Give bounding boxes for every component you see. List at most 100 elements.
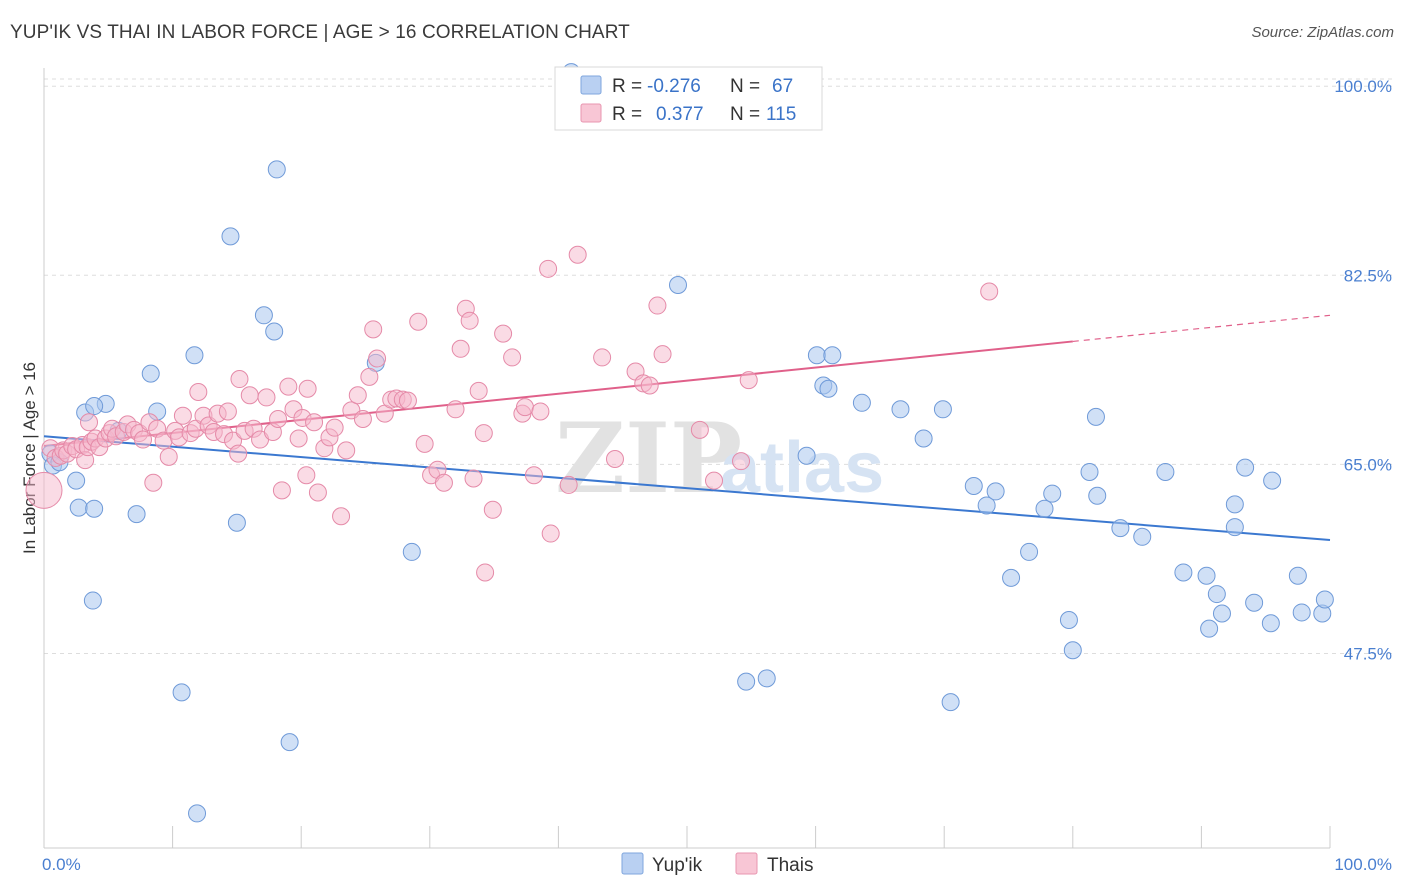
yupik-point-48 bbox=[1088, 486, 1107, 505]
yupik-point-35 bbox=[914, 429, 933, 448]
thais-point-91 bbox=[524, 466, 543, 485]
yupik-point-36 bbox=[933, 400, 952, 419]
watermark-zip: ZIP bbox=[555, 402, 742, 515]
thais-point-109 bbox=[464, 469, 483, 488]
legend-r-value-1: -0.276 bbox=[647, 76, 701, 97]
thais-point-66 bbox=[360, 367, 379, 386]
data-points bbox=[25, 63, 1334, 823]
thais-point-49 bbox=[269, 410, 288, 429]
thais-point-65 bbox=[353, 410, 372, 429]
yupik-point-6 bbox=[185, 346, 204, 365]
thais-point-57 bbox=[308, 483, 327, 502]
legend-r-label-2: R = bbox=[612, 104, 642, 125]
legend-r-value-2: 0.377 bbox=[656, 104, 704, 125]
thais-point-34 bbox=[189, 383, 208, 402]
thais-point-0 bbox=[25, 471, 63, 509]
yupik-point-29 bbox=[737, 672, 756, 691]
yupik-point-66 bbox=[1315, 590, 1334, 609]
thais-point-94 bbox=[541, 524, 560, 543]
thais-point-51 bbox=[279, 377, 298, 396]
yupik-point-63 bbox=[1288, 566, 1307, 585]
thais-point-82 bbox=[460, 311, 479, 330]
thais-point-44 bbox=[240, 386, 259, 405]
chart-title: YUP'IK VS THAI IN LABOR FORCE | AGE > 16… bbox=[10, 22, 630, 43]
yupik-point-7 bbox=[141, 364, 160, 383]
thais-point-93 bbox=[539, 259, 558, 278]
yupik-point-55 bbox=[1207, 585, 1226, 604]
thais-point-111 bbox=[229, 444, 248, 463]
yupik-point-58 bbox=[1225, 495, 1244, 514]
thais-point-25 bbox=[144, 473, 163, 492]
bottom-legend-yupik: Yup'ik bbox=[652, 855, 703, 876]
thais-point-23 bbox=[134, 430, 153, 449]
thais-point-50 bbox=[272, 481, 291, 500]
yupik-point-54 bbox=[1200, 619, 1219, 638]
series-legend: Yup'ik Thais bbox=[621, 852, 813, 876]
thais-point-85 bbox=[483, 500, 502, 519]
yupik-point-4 bbox=[254, 306, 273, 325]
yupik-point-25 bbox=[172, 683, 191, 702]
yupik-point-42 bbox=[1035, 499, 1054, 518]
thais-point-101 bbox=[648, 296, 667, 315]
yupik-point-30 bbox=[797, 446, 816, 465]
yupik-point-60 bbox=[1245, 593, 1264, 612]
thais-point-87 bbox=[494, 324, 513, 343]
thais-point-64 bbox=[348, 386, 367, 405]
yupik-point-62 bbox=[1263, 471, 1282, 490]
thais-point-86 bbox=[476, 563, 495, 582]
yupik-point-19 bbox=[67, 471, 86, 490]
yupik-point-2 bbox=[221, 227, 240, 246]
thais-point-106 bbox=[980, 282, 999, 301]
yupik-point-57 bbox=[1225, 518, 1244, 537]
y-tick-label-0: 100.0% bbox=[1334, 77, 1392, 96]
yupik-point-10 bbox=[823, 346, 842, 365]
thais-point-78 bbox=[434, 473, 453, 492]
legend-n-value-1: 67 bbox=[772, 76, 793, 97]
thais-point-62 bbox=[337, 441, 356, 460]
thais-point-108 bbox=[559, 475, 578, 494]
yupik-point-39 bbox=[986, 482, 1005, 501]
thais-point-74 bbox=[409, 312, 428, 331]
thais-point-90 bbox=[515, 398, 534, 417]
x-tick-label-1: 100.0% bbox=[1334, 855, 1392, 874]
thais-point-95 bbox=[568, 245, 587, 264]
yupik-point-44 bbox=[1063, 641, 1082, 660]
thais-point-53 bbox=[289, 429, 308, 448]
thais-point-102 bbox=[653, 345, 672, 364]
yupik-point-27 bbox=[188, 804, 207, 823]
legend-n-label-2: N = bbox=[730, 104, 760, 125]
yupik-point-1 bbox=[267, 160, 286, 179]
yupik-point-13 bbox=[85, 397, 104, 416]
watermark-atlas: atlas bbox=[720, 428, 884, 508]
yupik-point-41 bbox=[1020, 542, 1039, 561]
thais-point-40 bbox=[218, 402, 237, 421]
legend-n-value-2: 115 bbox=[766, 104, 796, 125]
yupik-point-67 bbox=[941, 693, 960, 712]
yupik-point-32 bbox=[819, 379, 838, 398]
x-tick-label-0: 0.0% bbox=[42, 855, 81, 874]
thais-point-11 bbox=[80, 413, 99, 432]
yupik-point-61 bbox=[1261, 614, 1280, 633]
thais-point-103 bbox=[690, 420, 709, 439]
thais-point-97 bbox=[605, 450, 624, 468]
yupik-point-38 bbox=[977, 496, 996, 515]
thais-point-31 bbox=[173, 406, 192, 425]
yupik-point-53 bbox=[1197, 566, 1216, 585]
y-axis-label: In Labor Force | Age > 16 bbox=[20, 362, 39, 554]
yupik-point-5 bbox=[265, 322, 284, 341]
legend-swatch-thais bbox=[580, 103, 602, 123]
yupik-point-68 bbox=[757, 669, 776, 688]
thais-point-28 bbox=[159, 447, 178, 466]
thais-point-96 bbox=[593, 348, 612, 367]
yupik-point-49 bbox=[1111, 519, 1130, 538]
thais-point-88 bbox=[503, 348, 522, 367]
yupik-point-22 bbox=[127, 505, 146, 524]
thais-point-107 bbox=[705, 471, 724, 490]
yupik-point-9 bbox=[807, 346, 826, 365]
yupik-point-37 bbox=[964, 477, 983, 496]
yupik-point-50 bbox=[1133, 527, 1152, 546]
legend-r-label-1: R = bbox=[612, 76, 642, 97]
y-tick-label-3: 47.5% bbox=[1344, 645, 1392, 664]
yupik-point-21 bbox=[85, 499, 104, 518]
legend-swatch-yupik bbox=[580, 75, 602, 95]
